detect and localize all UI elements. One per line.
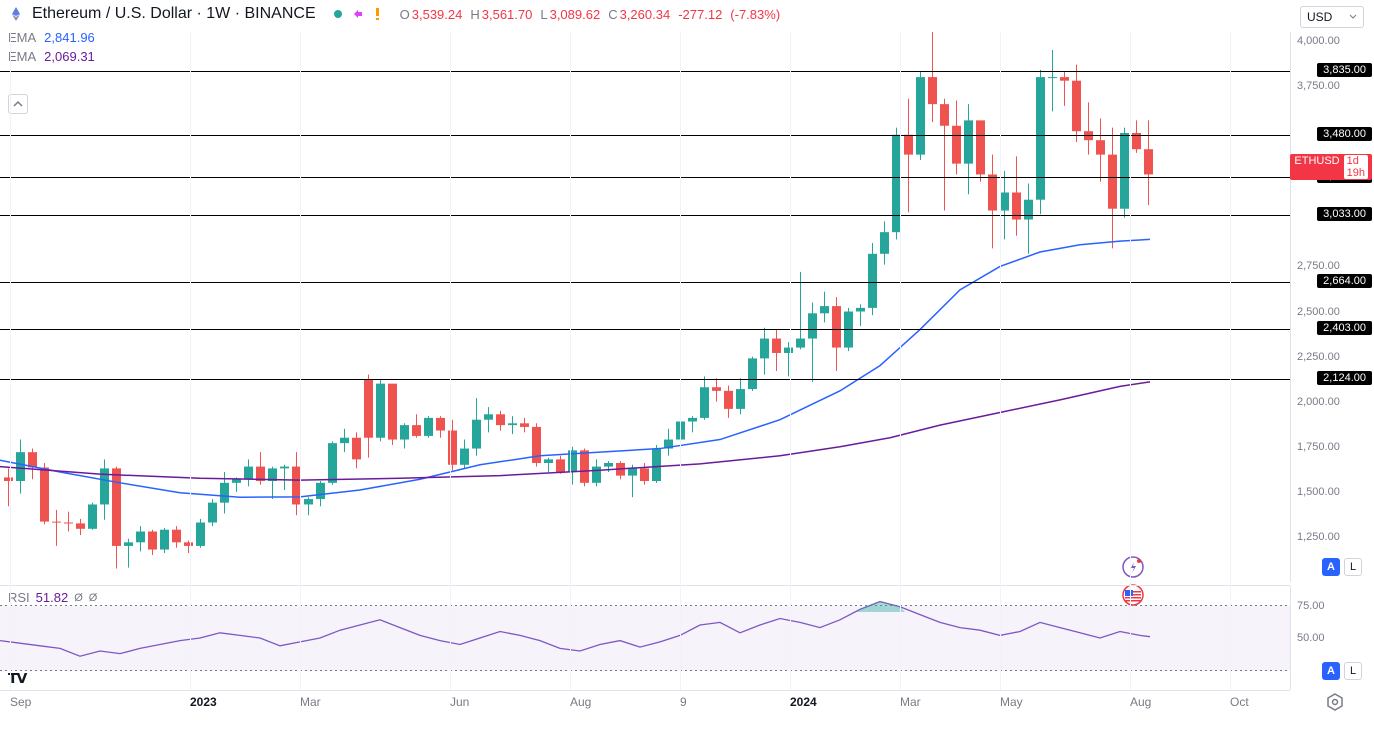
price-chart[interactable] [0,32,1290,582]
time-tick: Mar [300,695,321,709]
price-level-label: 2,124.00 [1317,371,1372,385]
ohlc-readout: O3,539.24 H3,561.70 L3,089.62 C3,260.34 … [400,7,789,22]
support-resistance-line[interactable] [0,329,1290,330]
rsi-auto-badge[interactable]: A [1322,662,1340,680]
ethereum-icon [8,6,24,22]
currency-selector[interactable]: USD [1300,6,1364,28]
support-resistance-line[interactable] [0,379,1290,380]
price-level-label: 3,835.00 [1317,63,1372,77]
support-resistance-line[interactable] [0,135,1290,136]
tradingview-logo[interactable]: 𝗧𝗩 [8,670,36,684]
current-price-badge: ETHUSD1d 19h [1290,154,1372,180]
time-axis[interactable]: Sep 2023 Mar Jun Aug 9 2024 Mar May Aug Oct [0,690,1290,714]
price-axis[interactable]: 4,000.003,750.002,750.002,500.002,250.00… [1290,32,1374,582]
log-badge[interactable]: L [1344,558,1362,576]
time-tick: Mar [900,695,921,709]
time-tick: 2024 [790,695,817,709]
price-level-label: 2,403.00 [1317,321,1372,335]
chevron-down-icon [1349,13,1357,21]
market-status-dot [330,6,346,22]
time-tick: Oct [1230,695,1249,709]
alert-icon[interactable] [370,6,386,22]
rsi-panel[interactable]: RSI 51.82 Ø Ø 75.0050.00 [0,585,1290,689]
time-tick: Aug [1130,695,1151,709]
time-tick: 9 [680,695,687,709]
rsi-log-badge[interactable]: L [1344,662,1362,680]
time-tick: 2023 [190,695,217,709]
support-resistance-line[interactable] [0,215,1290,216]
support-resistance-line[interactable] [0,71,1290,72]
price-level-label: 3,033.00 [1317,207,1372,221]
symbol-title[interactable]: Ethereum / U.S. Dollar · 1W · BINANCE [32,5,316,23]
support-resistance-line[interactable] [0,282,1290,283]
price-level-label: 3,480.00 [1317,127,1372,141]
time-tick: Sep [10,695,31,709]
time-tick: May [1000,695,1023,709]
time-tick: Jun [450,695,469,709]
settings-icon[interactable] [1326,693,1344,714]
price-level-label: 2,664.00 [1317,274,1372,288]
share-icon[interactable] [350,6,366,22]
support-resistance-line[interactable] [0,177,1290,178]
currency-value: USD [1307,10,1332,24]
lightning-icon[interactable] [1122,556,1144,581]
time-tick: Aug [570,695,591,709]
auto-badge[interactable]: A [1322,558,1340,576]
